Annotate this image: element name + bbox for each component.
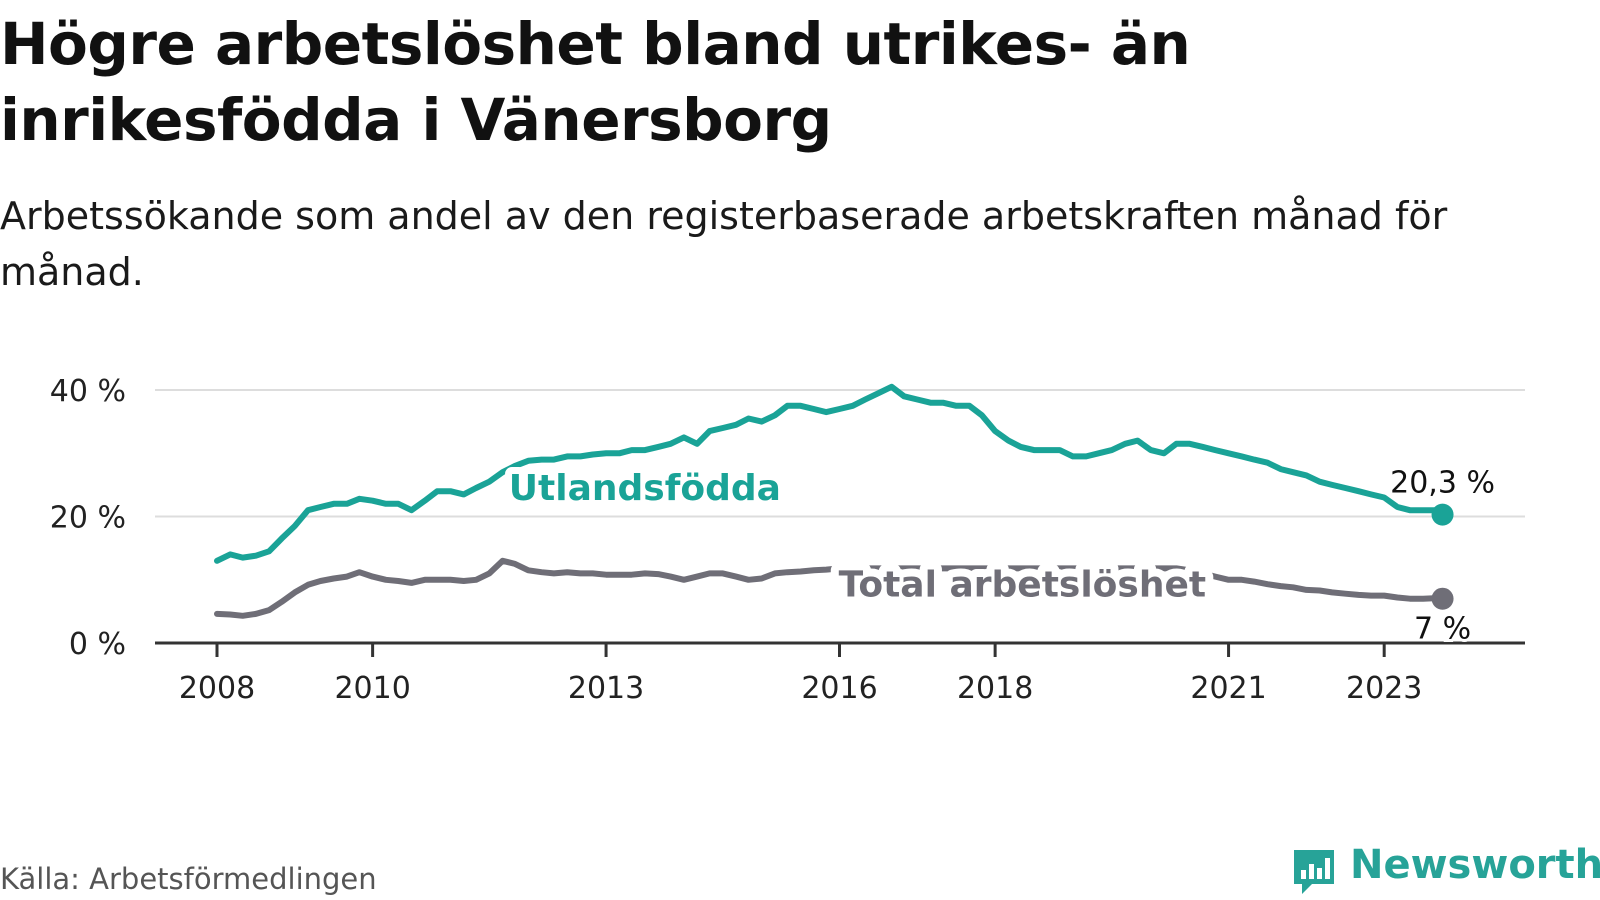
x-tick-label: 2010 (334, 671, 410, 706)
y-tick-label: 20 % (50, 501, 126, 536)
chart-subtitle: Arbetssökande som andel av den registerb… (0, 194, 1448, 294)
series-line-utlandsfodda (214, 383, 1446, 564)
end-label-total: 7 % (1414, 612, 1471, 647)
end-label-utlandsfodda: 20,3 % (1390, 466, 1495, 501)
bar-chart-icon (1294, 850, 1334, 894)
y-axis-ticks: 0 % 20 % 40 % (50, 374, 126, 662)
x-tick-label: 2021 (1190, 671, 1266, 706)
x-tick-label: 2016 (801, 671, 877, 706)
series-label-total: Total arbetslöshet (839, 564, 1207, 605)
end-point-utlandsfodda (1431, 503, 1454, 526)
chart-title: Högre arbetslöshet bland utrikes- än inr… (0, 10, 1191, 154)
newsworthy-logo[interactable]: Newsworthy (1290, 842, 1600, 898)
y-tick-label: 0 % (69, 627, 126, 662)
x-tick-label: 2023 (1346, 671, 1422, 706)
end-point-total-arbetsloshet (1431, 587, 1454, 610)
grid-lines (155, 389, 1525, 518)
y-tick-label: 40 % (50, 374, 126, 409)
line-chart: 0 % 20 % 40 % 2008 2010 2013 2016 2018 2021 2023… (50, 374, 1525, 706)
series-lines (214, 383, 1454, 619)
x-tick-label: 2018 (957, 671, 1033, 706)
brand-name: Newsworthy (1350, 842, 1600, 888)
source-note: Källa: Arbetsförmedlingen (0, 862, 377, 896)
x-tick-label: 2013 (568, 671, 644, 706)
series-labels: 20,3 % 7 % Utlandsfödda Total arbetslöshet (502, 461, 1498, 650)
x-axis-ticks: 2008 2010 2013 2016 2018 2021 2023 (179, 643, 1422, 706)
series-label-utlandsfodda: Utlandsfödda (509, 468, 781, 509)
series-line-total-arbetsloshet (214, 557, 1446, 619)
x-tick-label: 2008 (179, 671, 255, 706)
